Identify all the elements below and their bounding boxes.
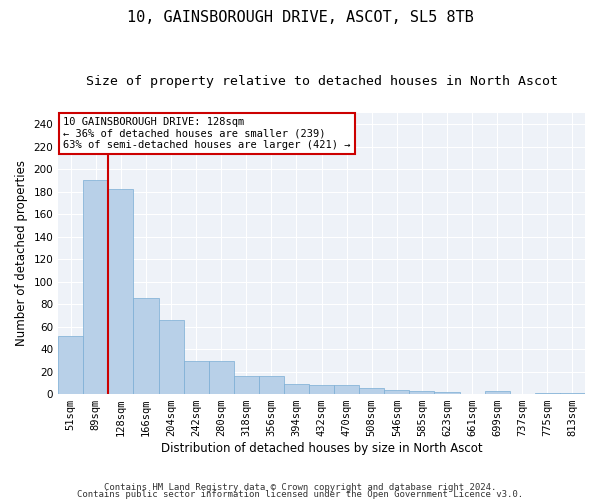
Bar <box>83 180 109 394</box>
Bar <box>234 376 259 394</box>
Title: Size of property relative to detached houses in North Ascot: Size of property relative to detached ho… <box>86 75 557 88</box>
Text: 10 GAINSBOROUGH DRIVE: 128sqm
← 36% of detached houses are smaller (239)
63% of : 10 GAINSBOROUGH DRIVE: 128sqm ← 36% of d… <box>64 117 351 150</box>
Y-axis label: Number of detached properties: Number of detached properties <box>15 160 28 346</box>
Bar <box>58 336 83 394</box>
X-axis label: Distribution of detached houses by size in North Ascot: Distribution of detached houses by size … <box>161 442 482 455</box>
Bar <box>209 362 234 394</box>
Bar <box>158 320 184 394</box>
Bar <box>284 384 309 394</box>
Bar <box>109 190 133 394</box>
Bar <box>334 385 359 394</box>
Bar <box>309 385 334 394</box>
Bar <box>259 376 284 394</box>
Bar <box>385 390 409 394</box>
Text: 10, GAINSBOROUGH DRIVE, ASCOT, SL5 8TB: 10, GAINSBOROUGH DRIVE, ASCOT, SL5 8TB <box>127 10 473 25</box>
Bar <box>359 388 385 394</box>
Bar <box>434 392 460 394</box>
Bar <box>184 362 209 394</box>
Bar <box>560 393 585 394</box>
Text: Contains public sector information licensed under the Open Government Licence v3: Contains public sector information licen… <box>77 490 523 499</box>
Bar <box>409 390 434 394</box>
Bar <box>485 390 510 394</box>
Bar <box>133 298 158 394</box>
Text: Contains HM Land Registry data © Crown copyright and database right 2024.: Contains HM Land Registry data © Crown c… <box>104 484 496 492</box>
Bar <box>535 393 560 394</box>
